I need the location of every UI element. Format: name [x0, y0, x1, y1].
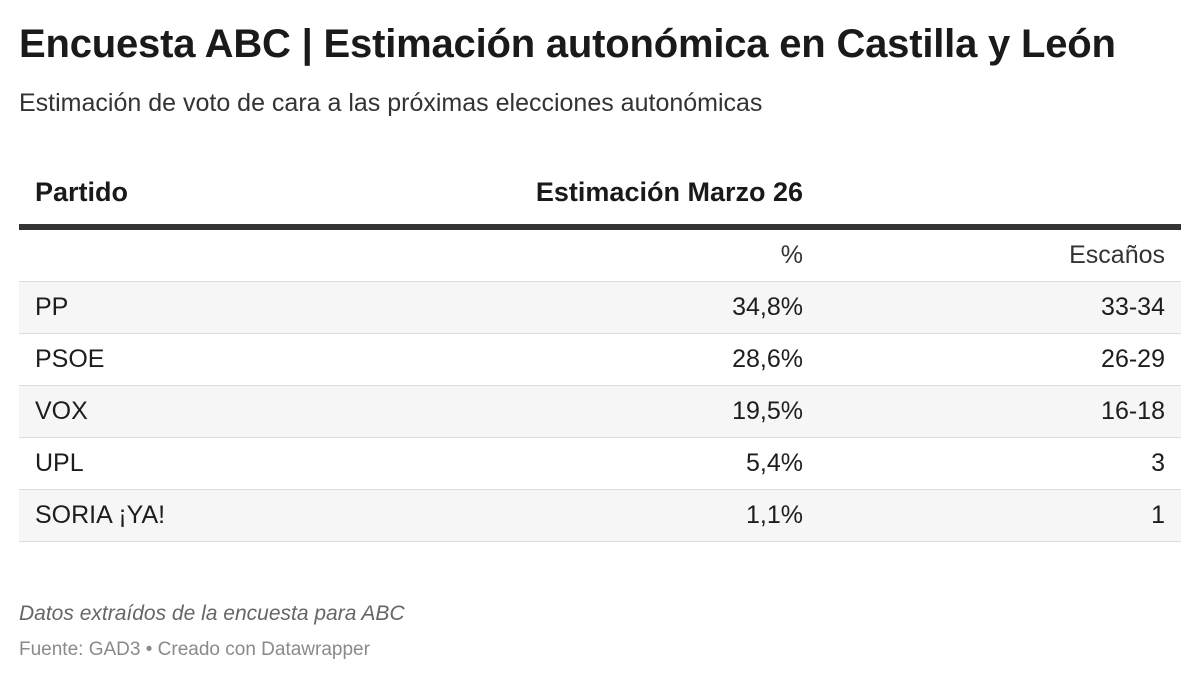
- column-header-party: Partido: [35, 177, 129, 207]
- table-header: Partido Estimación Marzo 26: [19, 160, 1181, 230]
- results-table: Partido Estimación Marzo 26 % Escaños PP…: [19, 160, 1181, 542]
- party-name: UPL: [35, 449, 84, 477]
- party-name: SORIA ¡YA!: [35, 501, 166, 529]
- table-row: PP 34,8% 33-34: [19, 282, 1181, 334]
- chart-title: Encuesta ABC | Estimación autonómica en …: [19, 22, 1116, 66]
- seat-range: 16-18: [1101, 397, 1165, 425]
- chart-notes: Datos extraídos de la encuesta para ABC: [19, 602, 405, 625]
- subheader-percent: %: [780, 241, 803, 269]
- table-row: VOX 19,5% 16-18: [19, 386, 1181, 438]
- chart-source: Fuente: GAD3 • Creado con Datawrapper: [19, 639, 370, 660]
- vote-percent: 28,6%: [732, 345, 803, 373]
- vote-percent: 1,1%: [746, 501, 803, 529]
- party-name: PP: [35, 293, 69, 321]
- party-name: VOX: [35, 397, 88, 425]
- table-row: PSOE 28,6% 26-29: [19, 334, 1181, 386]
- vote-percent: 34,8%: [732, 293, 803, 321]
- subheader-seats: Escaños: [1069, 241, 1165, 269]
- vote-percent: 5,4%: [746, 449, 803, 477]
- column-header-estimate: Estimación Marzo 26: [535, 177, 803, 207]
- table-subheader: % Escaños: [19, 230, 1181, 282]
- party-name: PSOE: [35, 345, 105, 373]
- seat-range: 3: [1151, 449, 1165, 477]
- seat-range: 1: [1151, 501, 1165, 529]
- vote-percent: 19,5%: [732, 397, 803, 425]
- table-row: SORIA ¡YA! 1,1% 1: [19, 490, 1181, 542]
- seat-range: 26-29: [1101, 345, 1165, 373]
- table-row: UPL 5,4% 3: [19, 438, 1181, 490]
- seat-range: 33-34: [1101, 293, 1165, 321]
- chart-subtitle: Estimación de voto de cara a las próxima…: [19, 89, 763, 117]
